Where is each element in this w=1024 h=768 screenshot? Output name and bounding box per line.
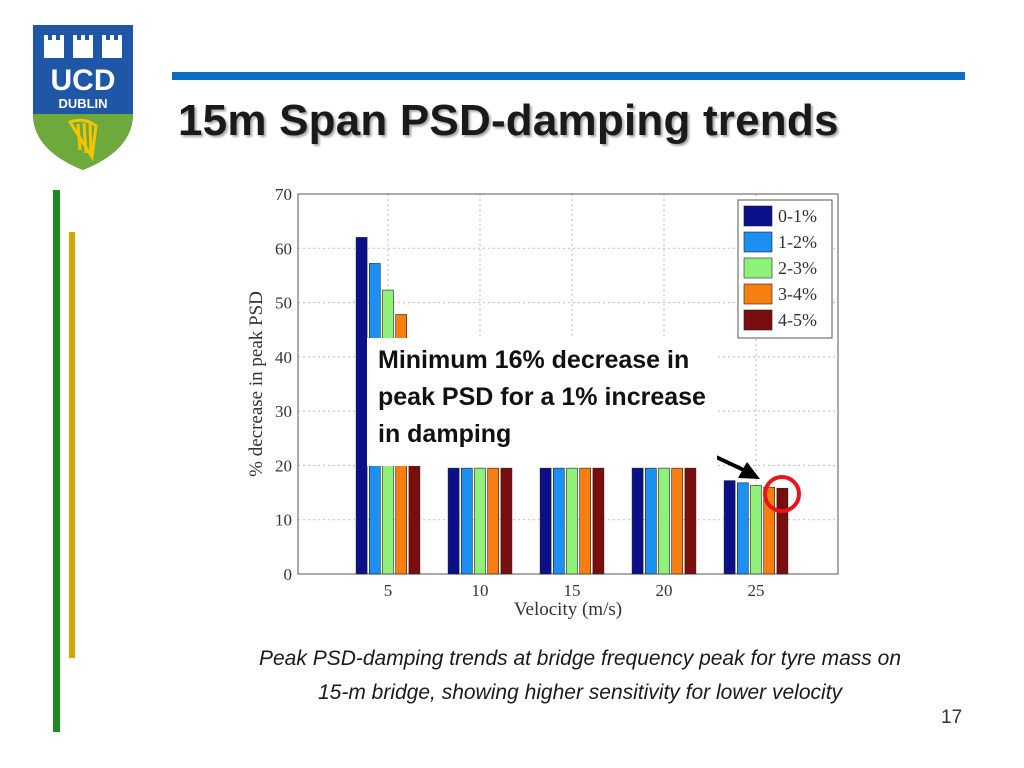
bar-0-1%-15 [539, 467, 552, 575]
bar-2-3%-15 [566, 467, 578, 575]
bar-0-1%-5 [355, 237, 368, 575]
bar-0-1%-20 [631, 467, 644, 575]
bar-2-3%-10 [474, 467, 486, 575]
legend-swatch [743, 231, 773, 253]
bar-3-4%-20 [671, 467, 684, 575]
ucd-crest-logo: UCD DUBLIN [33, 25, 133, 170]
decorative-gold-bar [69, 232, 75, 658]
bar-0-1%-10 [447, 467, 460, 575]
bar-1-2%-25 [736, 482, 749, 575]
page-number: 17 [941, 707, 963, 728]
logo-text-dublin: DUBLIN [58, 96, 107, 111]
legend-label: 2-3% [778, 258, 817, 278]
x-tick-label: 5 [384, 581, 393, 600]
callout-arrowhead [738, 462, 760, 479]
bar-1-2%-20 [644, 467, 657, 575]
x-tick-label: 10 [472, 581, 489, 600]
y-tick-label: 40 [275, 348, 292, 367]
legend-swatch [743, 309, 773, 331]
decorative-green-bar [53, 190, 60, 732]
x-tick-label: 25 [748, 581, 765, 600]
bar-4-5%-25 [776, 487, 789, 575]
legend-label: 1-2% [778, 232, 817, 252]
chart-legend: 0-1% 1-2% 2-3% 3-4% 4-5% [737, 199, 833, 339]
highlight-circle [763, 475, 801, 513]
bar-1-2%-10 [461, 467, 473, 575]
y-tick-label: 20 [275, 456, 292, 475]
y-axis-label: % decrease in peak PSD [246, 291, 267, 477]
legend-label: 4-5% [778, 310, 817, 330]
x-tick-label: 20 [656, 581, 673, 600]
title-underline-rule [172, 72, 965, 80]
legend-swatch [743, 257, 773, 279]
bar-3-4%-15 [579, 467, 592, 575]
bar-4-5%-20 [684, 467, 697, 575]
bar-3-4%-25 [763, 486, 776, 575]
bar-2-3%-25 [750, 485, 762, 575]
bar-2-3%-20 [658, 467, 670, 575]
bar-0-1%-25 [723, 480, 736, 575]
bar-1-2%-15 [552, 467, 565, 575]
legend-label: 3-4% [778, 284, 817, 304]
y-tick-label: 60 [275, 239, 292, 258]
callout-box [367, 338, 717, 466]
y-tick-label: 10 [275, 511, 292, 530]
y-tick-labels: 0 10 20 30 40 50 60 70 [275, 185, 292, 584]
y-tick-label: 70 [275, 185, 292, 204]
bar-4-5%-15 [592, 467, 605, 575]
legend-swatch [743, 205, 773, 227]
x-tick-labels: 5 10 15 20 25 [384, 581, 765, 600]
bar-3-4%-10 [487, 467, 499, 575]
y-tick-label: 30 [275, 402, 292, 421]
x-tick-label: 15 [564, 581, 581, 600]
harp-icon [67, 118, 98, 162]
legend-label: 0-1% [778, 206, 817, 226]
logo-text-ucd: UCD [51, 64, 116, 97]
slide-title: 15m Span PSD-damping trends [178, 96, 839, 145]
castle-icon [44, 35, 122, 58]
bar-4-5%-10 [500, 467, 513, 575]
legend-swatch [743, 283, 773, 305]
y-tick-label: 0 [284, 565, 293, 584]
x-axis-label: Velocity (m/s) [514, 599, 622, 620]
y-tick-label: 50 [275, 294, 292, 313]
figure-caption: Peak PSD-damping trends at bridge freque… [259, 647, 901, 704]
callout-text: Minimum 16% decrease in peak PSD for a 1… [378, 346, 706, 448]
